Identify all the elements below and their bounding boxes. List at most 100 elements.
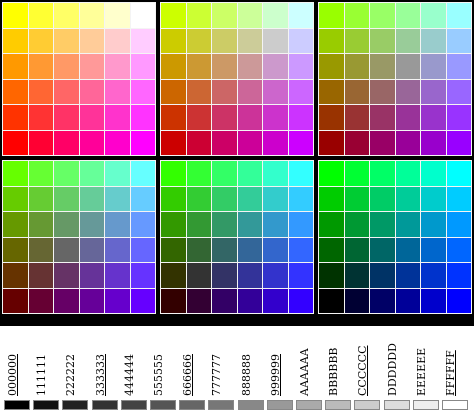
color-cell — [130, 237, 155, 262]
color-cell — [3, 237, 28, 262]
color-cell — [28, 263, 53, 288]
gray-swatch — [150, 400, 176, 410]
color-cell — [161, 237, 186, 262]
color-block-red-00 — [318, 160, 472, 314]
color-cell — [186, 237, 211, 262]
gray-label: 000000 — [6, 354, 19, 396]
color-cell — [370, 130, 395, 155]
color-cell — [212, 79, 237, 104]
gray-swatch — [412, 400, 439, 410]
color-cell — [237, 237, 262, 262]
color-cell — [3, 28, 28, 53]
color-cell — [161, 3, 186, 28]
color-cell — [54, 3, 79, 28]
color-block-red-66 — [2, 160, 156, 314]
color-cell — [212, 212, 237, 237]
gray-swatch — [91, 400, 118, 410]
color-cell — [288, 288, 313, 313]
color-cell — [186, 54, 211, 79]
color-cell — [344, 54, 369, 79]
color-cell — [54, 130, 79, 155]
color-cell — [263, 130, 288, 155]
color-cell — [79, 130, 104, 155]
color-cell — [28, 212, 53, 237]
color-cell — [161, 288, 186, 313]
color-cell — [263, 3, 288, 28]
color-cell — [79, 3, 104, 28]
color-cell — [130, 212, 155, 237]
color-cell — [263, 237, 288, 262]
color-cell — [288, 28, 313, 53]
color-cell — [130, 263, 155, 288]
color-cell — [130, 186, 155, 211]
color-cell — [395, 288, 420, 313]
color-cell — [237, 54, 262, 79]
color-cell — [186, 79, 211, 104]
color-cell — [319, 79, 344, 104]
color-cell — [212, 105, 237, 130]
color-cell — [212, 161, 237, 186]
color-cell — [344, 186, 369, 211]
color-cell — [161, 130, 186, 155]
color-cell — [212, 186, 237, 211]
color-cell — [395, 212, 420, 237]
color-cell — [3, 79, 28, 104]
gray-swatch — [266, 400, 293, 410]
color-cell — [54, 161, 79, 186]
color-cell — [288, 105, 313, 130]
color-cell — [186, 161, 211, 186]
color-cell — [446, 212, 471, 237]
gray-swatch — [4, 400, 30, 410]
color-cell — [446, 79, 471, 104]
color-cell — [237, 288, 262, 313]
gray-column: CCCCCC — [354, 326, 381, 410]
color-cell — [319, 186, 344, 211]
color-cell — [319, 263, 344, 288]
color-cell — [344, 105, 369, 130]
gray-label: 777777 — [210, 354, 224, 396]
color-cell — [395, 54, 420, 79]
color-cell — [28, 105, 53, 130]
color-cell — [161, 105, 186, 130]
color-cell — [130, 3, 155, 28]
color-cell — [212, 130, 237, 155]
color-cell — [105, 105, 130, 130]
color-cell — [28, 54, 53, 79]
color-cell — [446, 237, 471, 262]
color-cell — [319, 288, 344, 313]
gray-label: 999999 — [268, 354, 282, 396]
color-cell — [370, 237, 395, 262]
color-cell — [446, 186, 471, 211]
color-cell — [288, 3, 313, 28]
gray-label: 222222 — [64, 354, 78, 396]
color-cell — [186, 288, 211, 313]
color-cell — [370, 288, 395, 313]
color-cell — [105, 161, 130, 186]
gray-label: CCCCCC — [356, 345, 370, 397]
color-cell — [105, 263, 130, 288]
gray-column: 999999 — [266, 326, 293, 410]
web-safe-color-palette — [2, 2, 472, 314]
color-cell — [79, 186, 104, 211]
color-cell — [79, 54, 104, 79]
color-cell — [28, 130, 53, 155]
color-block-red-99 — [318, 2, 472, 156]
color-cell — [3, 186, 28, 211]
color-cell — [105, 212, 130, 237]
color-cell — [161, 263, 186, 288]
color-block-red-FF — [2, 2, 156, 156]
color-cell — [370, 212, 395, 237]
color-cell — [186, 130, 211, 155]
grayscale-strip: 000000 111111 222222 333333 444444 555555 6666… — [0, 326, 474, 410]
color-cell — [3, 212, 28, 237]
color-cell — [263, 161, 288, 186]
color-cell — [395, 130, 420, 155]
color-cell — [237, 105, 262, 130]
color-cell — [79, 28, 104, 53]
color-cell — [288, 130, 313, 155]
gray-column: 888888 — [237, 326, 264, 410]
color-cell — [161, 161, 186, 186]
gray-column: DDDDDD — [383, 326, 410, 410]
color-cell — [161, 28, 186, 53]
color-cell — [28, 186, 53, 211]
